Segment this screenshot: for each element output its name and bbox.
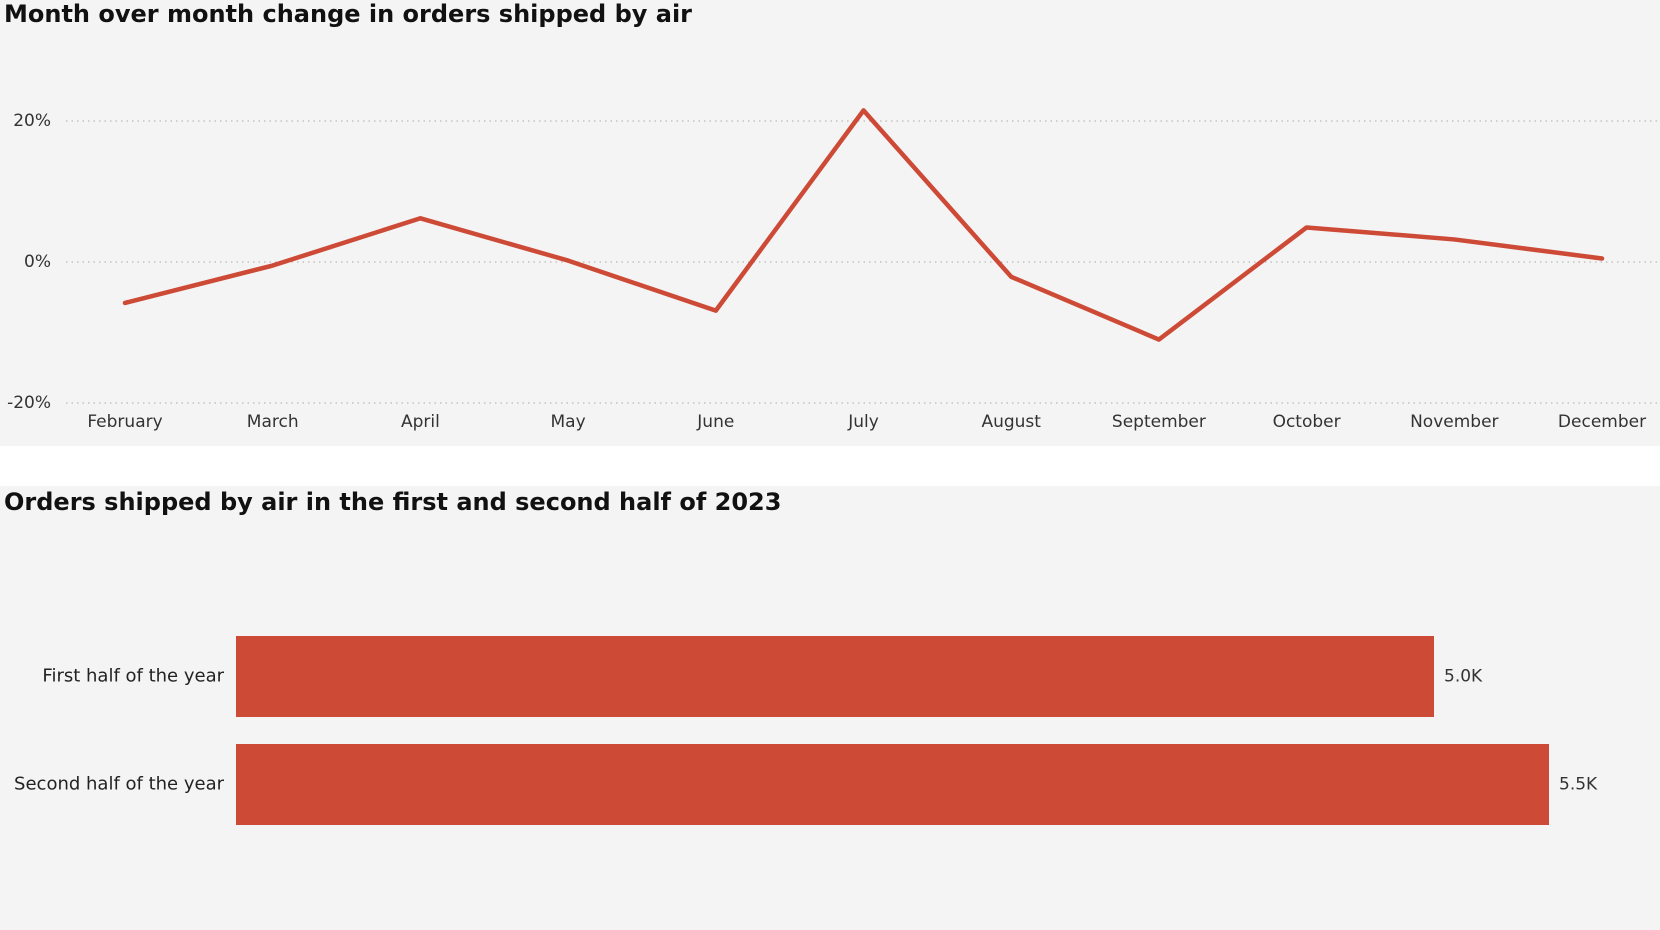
bar-chart-title: Orders shipped by air in the first and s… xyxy=(4,488,782,516)
x-tick-label: March xyxy=(247,412,299,432)
line-chart-title: Month over month change in orders shippe… xyxy=(4,0,693,28)
y-tick-label: 0% xyxy=(24,252,51,272)
data-point xyxy=(1452,237,1457,242)
data-point xyxy=(123,300,127,305)
bar-chart: First half of the year 5.0K Second half of… xyxy=(14,636,1598,825)
data-point xyxy=(1304,225,1309,230)
bar xyxy=(236,636,1434,717)
data-point xyxy=(566,258,571,263)
data-point xyxy=(418,216,423,221)
x-tick-label: September xyxy=(1112,412,1206,432)
bar-chart-panel: Orders shipped by air in the first and s… xyxy=(0,486,1660,930)
x-tick-label: July xyxy=(847,412,879,432)
data-label: 5.5K xyxy=(1559,775,1598,795)
line-chart-panel: Month over month change in orders shippe… xyxy=(0,0,1660,446)
x-tick-label: April xyxy=(401,412,440,432)
data-point xyxy=(713,308,718,313)
x-tick-label: November xyxy=(1410,412,1498,432)
data-point xyxy=(1009,274,1014,279)
x-tick-label: February xyxy=(87,412,162,432)
data-point xyxy=(1600,256,1604,261)
x-tick-label: August xyxy=(981,412,1041,432)
category-label: Second half of the year xyxy=(14,774,225,795)
y-tick-label: -20% xyxy=(7,393,51,413)
series-line xyxy=(122,108,1605,342)
bar xyxy=(236,744,1550,825)
x-tick-label: May xyxy=(551,412,586,432)
line-chart: 20% 0% -20% February March April May June July Au… xyxy=(7,108,1660,432)
x-tick-label: October xyxy=(1273,412,1341,432)
data-point xyxy=(270,263,275,268)
category-label: First half of the year xyxy=(42,666,224,687)
y-tick-label: 20% xyxy=(13,111,51,131)
x-tick-label: December xyxy=(1558,412,1646,432)
x-tick-label: June xyxy=(696,412,734,432)
data-point xyxy=(861,108,866,113)
data-point xyxy=(1156,337,1161,342)
data-label: 5.0K xyxy=(1444,667,1483,687)
